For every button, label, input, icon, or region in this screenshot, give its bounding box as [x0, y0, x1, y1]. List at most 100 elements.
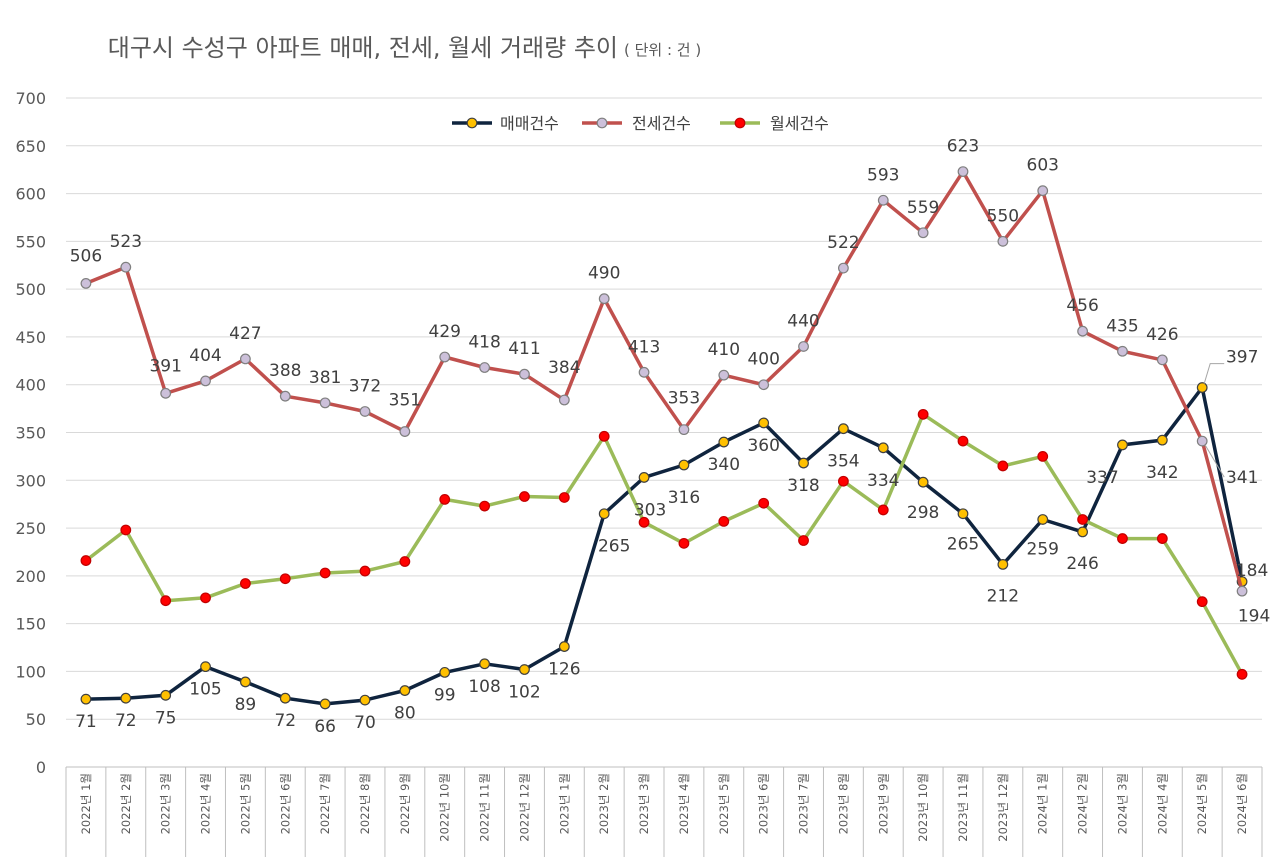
chart-title-unit: ( 단위 : 건 ) — [624, 41, 701, 59]
data-point — [758, 379, 770, 391]
data-label: 126 — [548, 660, 580, 680]
x-tick-label: 2022년 1월 — [79, 773, 93, 834]
data-point — [160, 689, 172, 701]
data-label: 410 — [708, 340, 740, 360]
data-point — [678, 424, 690, 436]
y-tick-label: 700 — [15, 89, 46, 108]
data-point — [1037, 450, 1049, 462]
data-point — [957, 435, 969, 447]
data-point — [1196, 435, 1208, 447]
x-tick-label: 2022년 11월 — [478, 773, 492, 842]
data-point — [200, 375, 211, 387]
leader-line — [1203, 363, 1225, 384]
data-label: 66 — [314, 717, 336, 737]
data-label: 108 — [468, 677, 500, 697]
data-label: 265 — [598, 537, 630, 557]
x-tick-label: 2024년 2월 — [1076, 773, 1090, 834]
data-label: 523 — [110, 232, 142, 252]
y-tick-label: 250 — [15, 519, 46, 538]
data-point — [598, 293, 610, 305]
data-point — [638, 472, 650, 483]
x-tick-label: 2023년 8월 — [836, 773, 850, 834]
legend: 매매건수 전세건수 월세건수 — [452, 114, 829, 133]
data-label: 593 — [867, 165, 899, 185]
data-point — [1037, 185, 1049, 197]
data-label: 316 — [668, 488, 700, 508]
data-point — [80, 278, 92, 289]
data-point — [120, 692, 132, 704]
legend-marker-0 — [466, 117, 478, 129]
series-line-2 — [84, 412, 1244, 677]
data-point — [1117, 439, 1128, 451]
data-point — [1236, 668, 1248, 680]
data-point — [479, 658, 491, 670]
data-point — [718, 515, 730, 527]
y-tick-label: 500 — [15, 280, 46, 299]
data-point — [439, 351, 451, 363]
data-label: 351 — [389, 391, 421, 411]
data-point — [558, 641, 570, 652]
x-tick-label: 2023년 7월 — [797, 773, 811, 834]
x-tick-label: 2024년 1월 — [1036, 773, 1050, 834]
x-tick-label: 2024년 6월 — [1235, 773, 1249, 834]
data-point — [160, 387, 172, 399]
data-point — [877, 442, 889, 454]
data-label: 340 — [708, 455, 740, 475]
data-label: 435 — [1106, 316, 1138, 336]
data-label: 418 — [468, 333, 500, 353]
data-point — [558, 394, 570, 406]
data-point — [399, 426, 411, 437]
x-tick-label: 2024년 3월 — [1115, 773, 1129, 834]
data-label: 360 — [747, 436, 779, 456]
x-tick-label: 2023년 2월 — [597, 773, 611, 834]
data-point — [279, 692, 291, 704]
data-point — [1156, 434, 1168, 446]
data-label: 413 — [628, 337, 660, 357]
data-point — [239, 578, 251, 589]
data-point — [399, 556, 411, 567]
data-label: 89 — [235, 695, 257, 715]
x-tick-label: 2022년 10월 — [438, 773, 452, 842]
x-tick-label: 2023년 11월 — [956, 773, 970, 842]
data-point — [1156, 533, 1168, 544]
data-point — [838, 423, 849, 435]
data-point — [359, 694, 371, 706]
data-point — [319, 397, 331, 409]
data-label: 337 — [1086, 468, 1118, 488]
data-point — [718, 436, 730, 448]
x-tick-label: 2022년 5월 — [238, 773, 252, 834]
data-label: 400 — [747, 350, 779, 370]
data-point — [279, 573, 291, 585]
data-point — [997, 558, 1009, 570]
y-tick-label: 550 — [15, 232, 46, 251]
data-label: 381 — [309, 368, 341, 388]
x-tick-label: 2023년 4월 — [677, 773, 691, 834]
data-point — [1077, 514, 1088, 525]
data-label: 411 — [508, 339, 540, 359]
x-tick-label: 2022년 7월 — [318, 773, 332, 834]
data-point — [479, 500, 491, 512]
data-label: 603 — [1027, 156, 1059, 176]
data-point — [997, 460, 1009, 472]
data-point — [638, 366, 650, 378]
data-label: 429 — [429, 322, 461, 342]
data-label: 372 — [349, 376, 381, 396]
data-label: 427 — [229, 324, 261, 344]
data-point — [598, 430, 610, 442]
x-tick-label: 2024년 4월 — [1155, 773, 1169, 834]
data-label: 334 — [867, 471, 899, 491]
data-point — [200, 592, 211, 604]
data-point — [319, 698, 331, 710]
legend-marker-1 — [596, 117, 608, 129]
data-label: 384 — [548, 358, 580, 378]
data-point — [1037, 514, 1049, 525]
data-label: 99 — [434, 685, 456, 705]
series-line-1 — [84, 169, 1244, 593]
y-tick-label: 300 — [15, 471, 46, 490]
y-tick-label: 50 — [26, 710, 46, 729]
data-point — [798, 457, 809, 469]
data-label: 426 — [1146, 325, 1178, 345]
y-tick-label: 350 — [15, 424, 46, 443]
